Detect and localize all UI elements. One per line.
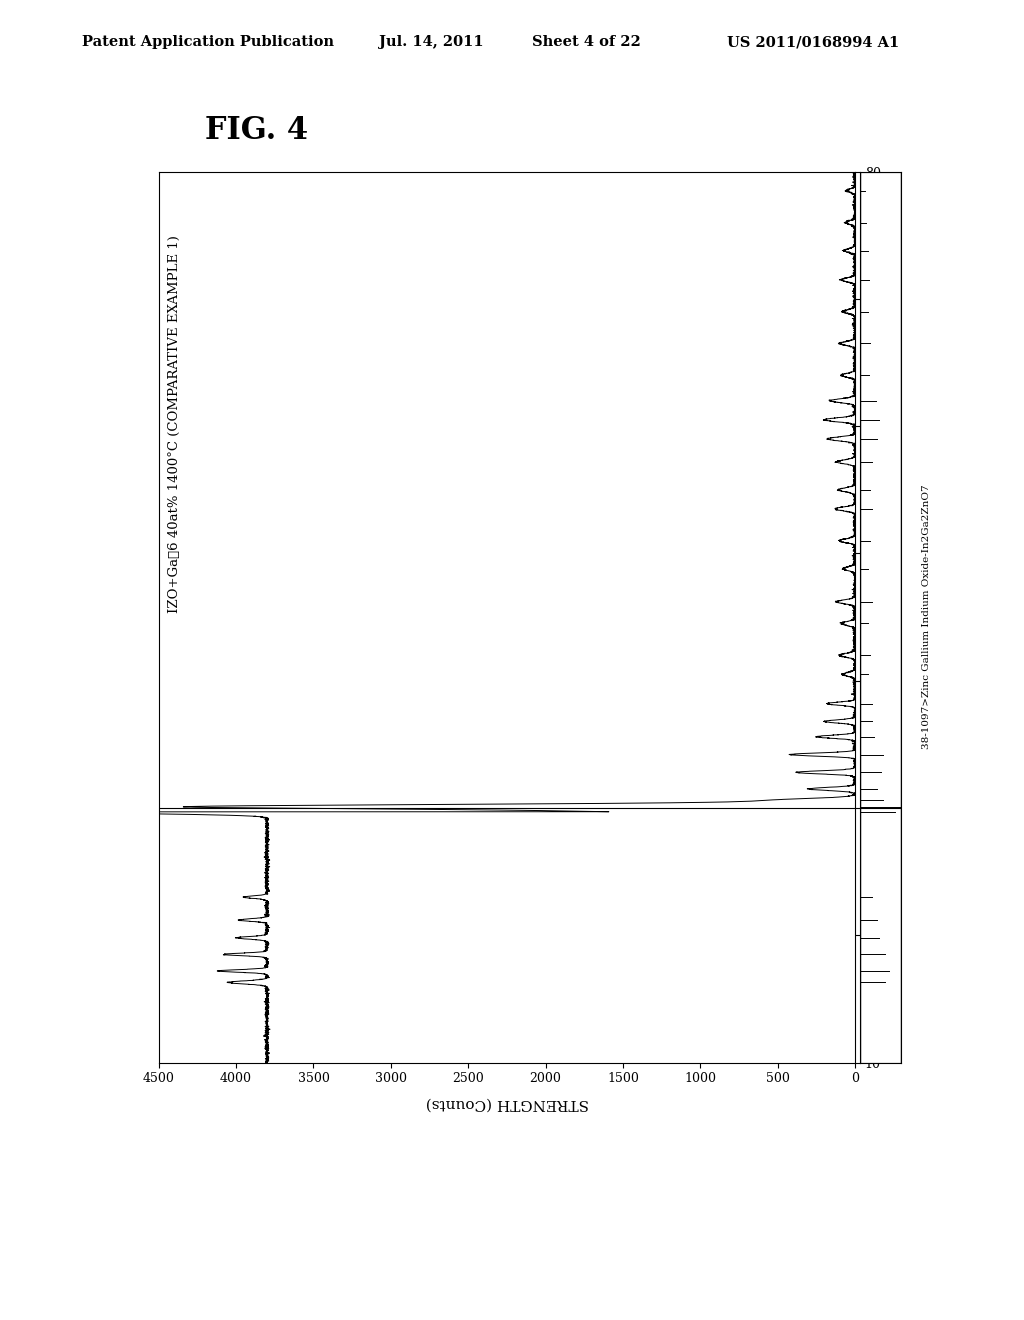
Text: Sheet 4 of 22: Sheet 4 of 22 bbox=[532, 36, 641, 49]
X-axis label: STRENGTH (Counts): STRENGTH (Counts) bbox=[425, 1097, 589, 1110]
Text: Patent Application Publication: Patent Application Publication bbox=[82, 36, 334, 49]
Text: IZO+Ga⑦6 40at% 1400°C (COMPARATIVE EXAMPLE 1): IZO+Ga⑦6 40at% 1400°C (COMPARATIVE EXAMP… bbox=[168, 235, 180, 612]
Text: Jul. 14, 2011: Jul. 14, 2011 bbox=[379, 36, 483, 49]
Text: FIG. 4: FIG. 4 bbox=[205, 115, 308, 145]
Y-axis label: 2 θ (deg): 2 θ (deg) bbox=[878, 582, 892, 652]
Text: US 2011/0168994 A1: US 2011/0168994 A1 bbox=[727, 36, 899, 49]
Text: 38-1097>Zinc Gallium Indium Oxide-In2Ga2ZnO7: 38-1097>Zinc Gallium Indium Oxide-In2Ga2… bbox=[923, 484, 931, 750]
